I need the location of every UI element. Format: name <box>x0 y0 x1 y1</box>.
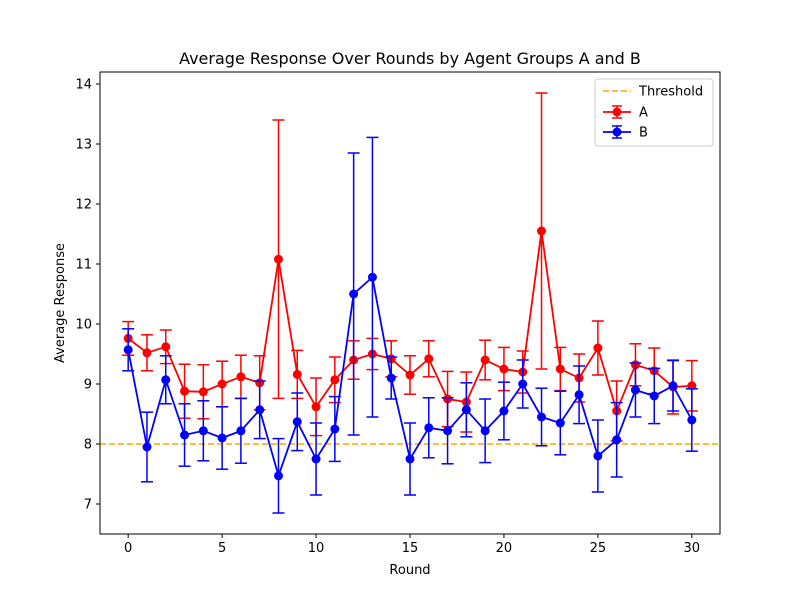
series-b-point <box>367 272 377 282</box>
legend-series-a-label: A <box>639 106 648 121</box>
series-b-point <box>443 426 453 436</box>
y-tick-label: 11 <box>75 258 92 273</box>
series-b-point <box>461 405 471 415</box>
series-b-point <box>123 345 133 355</box>
series-b-point <box>574 390 584 400</box>
series-a-point <box>311 402 321 412</box>
x-tick-label: 30 <box>684 541 701 556</box>
series-b-point <box>405 454 415 464</box>
series-a-point <box>198 387 208 397</box>
series-b-point <box>687 415 697 425</box>
series-b-point <box>555 418 565 428</box>
series-b-point <box>217 433 227 443</box>
series-b-point <box>424 423 434 433</box>
series-b-point <box>480 426 490 436</box>
series-b-point <box>255 405 265 415</box>
series-b-point <box>161 375 171 385</box>
series-b-point <box>180 430 190 440</box>
series-b-point <box>499 406 509 416</box>
x-tick-label: 5 <box>218 541 226 556</box>
series-b-point <box>630 385 640 395</box>
y-tick-label: 12 <box>75 198 92 213</box>
y-tick-label: 8 <box>84 438 92 453</box>
series-a-point <box>499 364 509 374</box>
series-a-point <box>330 375 340 385</box>
series-b-point <box>273 471 283 481</box>
series-b-point <box>142 442 152 452</box>
series-b-point <box>236 426 246 436</box>
series-b-point <box>349 289 359 299</box>
series-a-point <box>217 379 227 389</box>
series-b-point <box>612 435 622 445</box>
series-b-point <box>330 424 340 434</box>
y-tick-label: 10 <box>75 318 92 333</box>
series-b-point <box>198 426 208 436</box>
x-tick-label: 25 <box>590 541 607 556</box>
series-b-point <box>386 373 396 383</box>
series-a-point <box>292 369 302 379</box>
series-a-point <box>405 370 415 380</box>
y-axis-label: Average Response <box>53 243 68 363</box>
legend-series-b-label: B <box>639 126 648 141</box>
y-tick-label: 14 <box>75 78 92 93</box>
series-a-point <box>537 226 547 236</box>
y-tick-label: 13 <box>75 138 92 153</box>
series-b-point <box>593 451 603 461</box>
plot-area: 0 5 10 15 20 25 30 7 8 9 10 11 12 13 14 <box>75 71 721 556</box>
legend: Threshold AB <box>594 78 714 147</box>
series-b-point <box>518 379 528 389</box>
series-b-point <box>668 381 678 391</box>
series-a-point <box>180 386 190 396</box>
series-b-point <box>292 417 302 427</box>
series-b-point <box>649 391 659 401</box>
series-a-point <box>142 348 152 358</box>
series-b-point <box>311 454 321 464</box>
y-tick-label: 9 <box>84 378 92 393</box>
series-a-point <box>236 372 246 382</box>
x-tick-label: 15 <box>402 541 419 556</box>
x-tick-label: 10 <box>308 541 325 556</box>
y-tick-label: 7 <box>84 498 92 513</box>
x-axis-label: Round <box>389 563 430 578</box>
series-a-point <box>424 354 434 364</box>
series-a-point <box>555 364 565 374</box>
x-tick-label: 20 <box>496 541 513 556</box>
series-a-point <box>273 254 283 264</box>
series-a-point <box>161 342 171 352</box>
legend-box <box>594 78 714 147</box>
legend-series-b-swatch-marker <box>612 127 622 137</box>
series-a-point <box>480 355 490 365</box>
x-tick-label: 0 <box>124 541 132 556</box>
chart-title: Average Response Over Rounds by Agent Gr… <box>179 49 641 68</box>
series-a-point <box>593 343 603 353</box>
series-b-point <box>537 412 547 422</box>
legend-series-a-swatch-marker <box>612 107 622 117</box>
legend-threshold-label: Threshold <box>638 85 703 100</box>
